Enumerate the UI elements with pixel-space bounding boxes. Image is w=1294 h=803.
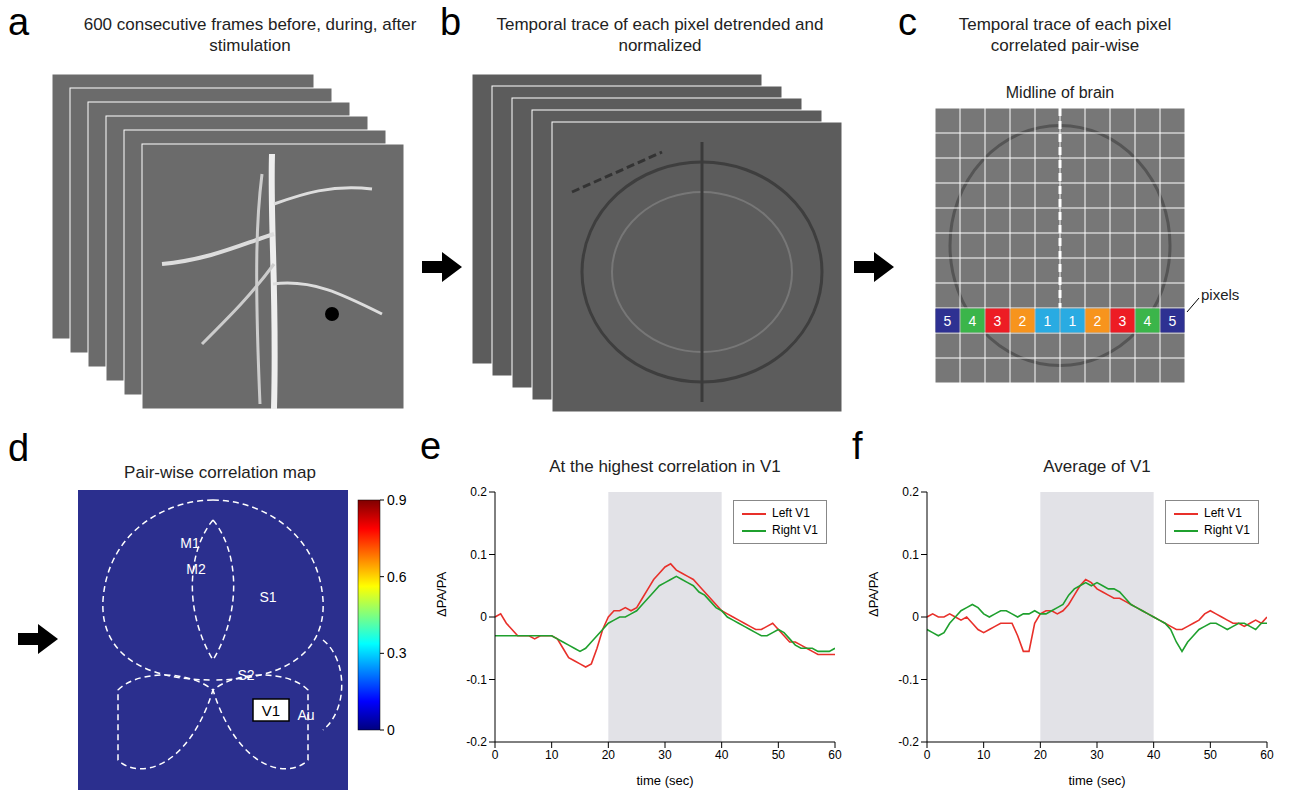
svg-text:M1: M1: [180, 535, 200, 551]
svg-text:S2: S2: [237, 667, 254, 683]
svg-text:0.1: 0.1: [902, 548, 919, 562]
svg-text:2: 2: [1094, 313, 1102, 329]
html-text:Average of V1: Average of V1: [1043, 457, 1151, 476]
svg-text:pixels: pixels: [1201, 286, 1239, 303]
svg-text:0: 0: [387, 722, 395, 738]
svg-text:1: 1: [1044, 313, 1052, 329]
svg-text:0.9: 0.9: [387, 492, 407, 508]
svg-text:ΔPA/PA: ΔPA/PA: [434, 572, 449, 617]
html-text:Right V1: Right V1: [772, 523, 818, 537]
svg-text:50: 50: [1204, 748, 1218, 762]
svg-text:40: 40: [1147, 748, 1161, 762]
svg-text:-0.2: -0.2: [898, 735, 919, 749]
svg-text:0: 0: [480, 610, 487, 624]
svg-text:2: 2: [1019, 313, 1027, 329]
html-text:e: e: [420, 425, 442, 467]
svg-text:60: 60: [1260, 748, 1274, 762]
svg-text:30: 30: [658, 748, 672, 762]
html-text:Right V1: Right V1: [1204, 523, 1250, 537]
svg-text:0.2: 0.2: [470, 485, 487, 499]
svg-text:1: 1: [1069, 313, 1077, 329]
svg-text:0.3: 0.3: [387, 645, 407, 661]
svg-text:0.6: 0.6: [387, 569, 407, 585]
svg-text:60: 60: [828, 748, 842, 762]
svg-text:0.2: 0.2: [902, 485, 919, 499]
svg-text:40: 40: [715, 748, 729, 762]
svg-text:V1: V1: [262, 702, 280, 719]
svg-text:-0.2: -0.2: [466, 735, 487, 749]
html-text:600 consecutive frames before,: 600 consecutive frames before, during, a…: [83, 15, 417, 55]
svg-text:5: 5: [944, 313, 952, 329]
svg-text:3: 3: [994, 313, 1002, 329]
svg-text:0: 0: [492, 748, 499, 762]
html-text:f: f: [852, 425, 863, 467]
svg-text:20: 20: [602, 748, 616, 762]
svg-text:0: 0: [924, 748, 931, 762]
svg-text:time (sec): time (sec): [636, 773, 693, 788]
html-text:Pair-wise correlation map: Pair-wise correlation map: [124, 463, 316, 482]
svg-text:ΔPA/PA: ΔPA/PA: [866, 572, 881, 617]
svg-text:M2: M2: [186, 561, 206, 577]
svg-text:30: 30: [1090, 748, 1104, 762]
svg-text:5: 5: [1169, 313, 1177, 329]
svg-text:time (sec): time (sec): [1068, 773, 1125, 788]
html-text:Temporal trace of each pixel d: Temporal trace of each pixel detrended a…: [496, 15, 824, 55]
svg-text:4: 4: [969, 313, 977, 329]
svg-text:S1: S1: [259, 589, 276, 605]
html-text:Temporal trace of each pixel c: Temporal trace of each pixel correlated …: [958, 15, 1172, 55]
html-text:c: c: [898, 1, 917, 43]
html-text:Left V1: Left V1: [772, 506, 810, 520]
html-text:b: b: [440, 1, 462, 43]
svg-text:20: 20: [1034, 748, 1048, 762]
svg-text:0: 0: [912, 610, 919, 624]
html-text:Midline of brain: Midline of brain: [1005, 84, 1115, 101]
html-text:At the highest correlation in: At the highest correlation in V1: [549, 457, 781, 476]
html-text:d: d: [8, 427, 30, 469]
html-text:Left V1: Left V1: [1204, 506, 1242, 520]
svg-text:4: 4: [1144, 313, 1152, 329]
svg-text:10: 10: [545, 748, 559, 762]
svg-text:-0.1: -0.1: [466, 673, 487, 687]
svg-text:-0.1: -0.1: [898, 673, 919, 687]
svg-text:0.1: 0.1: [470, 548, 487, 562]
html-text:a: a: [8, 1, 30, 43]
svg-text:50: 50: [772, 748, 786, 762]
svg-text:3: 3: [1119, 313, 1127, 329]
svg-text:10: 10: [977, 748, 991, 762]
svg-text:Au: Au: [297, 707, 314, 723]
